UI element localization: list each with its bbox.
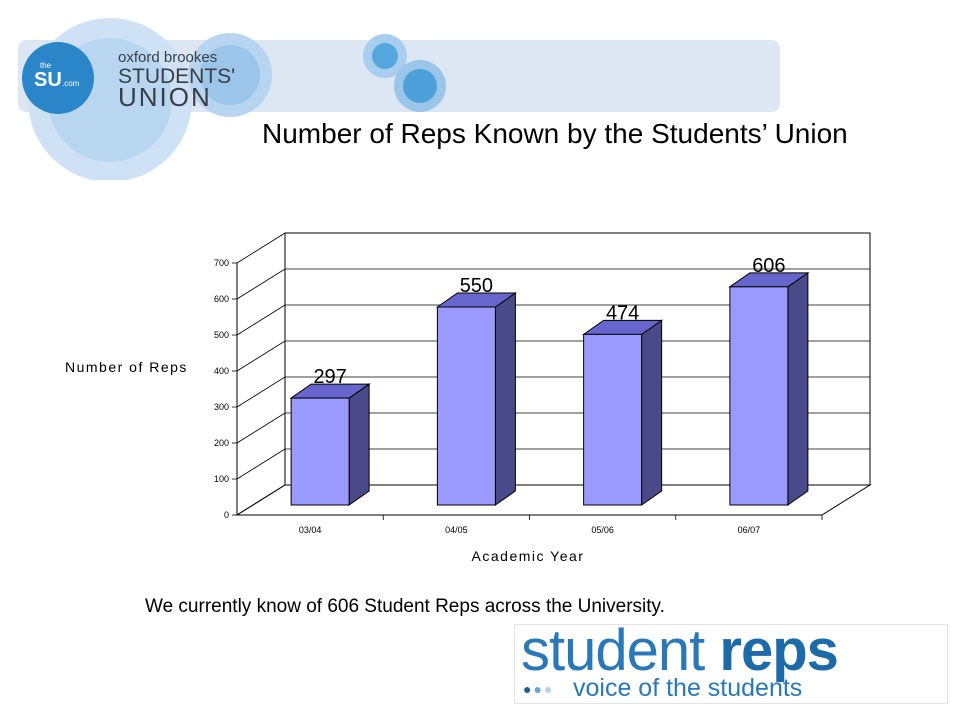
banner-dots-icon: ●●●	[523, 681, 555, 697]
gridline-side	[236, 232, 286, 264]
x-tick-label: 05/06	[591, 525, 614, 535]
caption: We currently know of 606 Student Reps ac…	[145, 596, 665, 617]
y-tick-label: 200	[214, 438, 229, 448]
bar	[290, 397, 350, 506]
y-tick-label: 700	[214, 258, 229, 268]
chart-bars	[289, 271, 810, 506]
su-logo-main: SU	[34, 69, 62, 91]
bar-side	[348, 383, 370, 506]
gridline-side	[236, 268, 286, 300]
su-logo-top: the	[40, 61, 52, 70]
bar	[436, 306, 496, 506]
y-tick-label: 600	[214, 294, 229, 304]
banner-title: student reps	[521, 617, 839, 684]
chart-x-ticks: 03/04 04/05 05/06 06/07	[299, 515, 823, 535]
gridline-side	[236, 448, 286, 480]
student-reps-banner: student reps ●●● voice of the students	[514, 618, 948, 704]
chart-y-ticks: 0 100 200 300 400 500 600 700	[214, 258, 237, 520]
header: the SU .com oxford brookes STUDENTS' UNI…	[0, 0, 960, 180]
decor-circle-mid-inner	[200, 45, 260, 105]
bar	[583, 333, 643, 506]
x-axis-title: Academic Year	[472, 548, 585, 564]
x-tick-label: 03/04	[299, 525, 322, 535]
gridline-side	[236, 376, 286, 408]
logo-line-2: STUDENTS'	[118, 65, 235, 88]
logo-line-1: oxford brookes	[118, 49, 217, 66]
bar	[729, 286, 789, 506]
y-tick-label: 400	[214, 366, 229, 376]
banner-word-student: student	[521, 618, 705, 683]
bar-side	[494, 292, 516, 506]
su-logo-circle	[22, 42, 94, 114]
header-graphic: the SU .com oxford brookes STUDENTS' UNI…	[18, 18, 780, 180]
chart-svg: 0 100 200 300 400 500 600 700 03/04 04/05 05/06 06…	[65, 232, 872, 564]
chart-floor	[235, 484, 872, 516]
bar-side	[787, 271, 809, 506]
slide-title: Number of Reps Known by the Students’ Un…	[262, 118, 848, 149]
gridline-side	[236, 412, 286, 444]
decor-circle-small-2-inner	[403, 69, 437, 103]
y-tick-label: 500	[214, 330, 229, 340]
y-tick-label: 300	[214, 402, 229, 412]
banner-word-reps: reps	[719, 618, 839, 683]
y-tick-label: 0	[224, 510, 229, 520]
decor-circle-small-1-inner	[372, 43, 398, 69]
data-label: 474	[606, 302, 639, 324]
su-logo-suffix: .com	[62, 79, 80, 88]
y-axis-title: Number of Reps	[65, 359, 188, 375]
x-tick-label: 04/05	[445, 525, 468, 535]
gridline-side	[236, 304, 286, 336]
logo-line-3: UNION	[118, 82, 212, 112]
data-label: 297	[313, 366, 346, 388]
gridline-side	[236, 340, 286, 372]
bar-chart: 0 100 200 300 400 500 600 700 03/04 04/05 05/06 06…	[0, 170, 960, 590]
y-tick-label: 100	[214, 474, 229, 484]
bar-side	[641, 319, 663, 506]
x-tick-label: 06/07	[738, 525, 761, 535]
banner-tagline: voice of the students	[573, 674, 803, 702]
data-label: 550	[460, 275, 493, 297]
data-label: 606	[752, 255, 785, 277]
chart-data-labels: 297 550 474 606	[313, 255, 785, 388]
